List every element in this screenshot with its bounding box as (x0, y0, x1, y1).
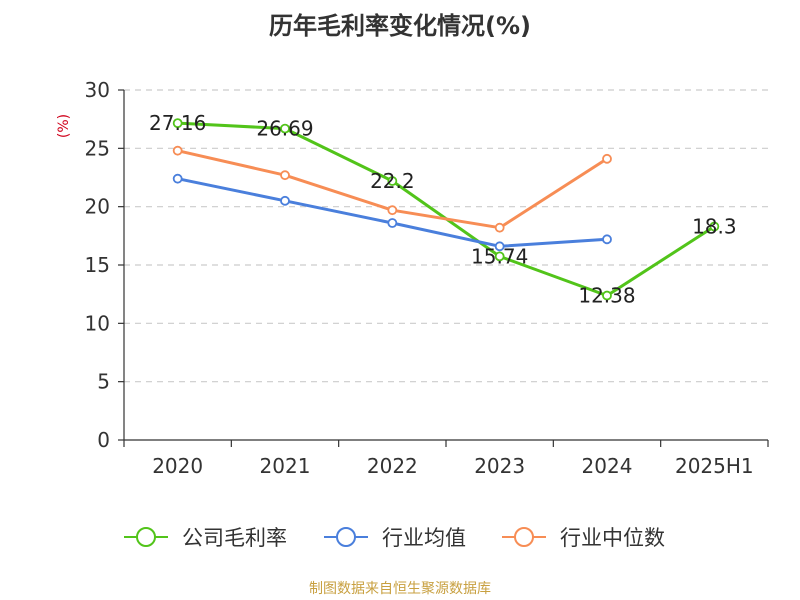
x-tick-label: 2021 (260, 454, 311, 478)
data-label: 22.2 (370, 169, 415, 193)
data-point (602, 290, 612, 301)
y-tick-label: 5 (97, 370, 110, 394)
chart-title: 历年毛利率变化情况(%) (269, 12, 531, 40)
data-point (172, 145, 183, 156)
y-tick-label: 30 (85, 78, 110, 102)
legend-label: 公司毛利率 (182, 526, 287, 550)
data-labels: 27.16 26.69 22.2 15.74 12.38 18.3 (149, 111, 737, 307)
data-point (602, 234, 612, 245)
data-point (602, 153, 612, 164)
legend-label: 行业中位数 (560, 526, 665, 550)
data-point (387, 218, 398, 228)
legend-marker (514, 527, 534, 547)
legend-marker (136, 527, 156, 547)
data-point (494, 251, 505, 262)
y-tick-label: 20 (85, 195, 110, 219)
data-point (494, 241, 505, 252)
series-line (177, 121, 716, 298)
y-tick-label: 0 (97, 428, 110, 452)
source-note: 制图数据来自恒生聚源数据库 (309, 581, 491, 597)
x-tick-label: 2022 (367, 454, 418, 478)
data-point (709, 221, 720, 232)
y-tick-label: 25 (85, 136, 110, 160)
data-point (387, 176, 398, 186)
axes: 0 5 10 15 20 25 30 2020 2021 2022 2023 2024 2025H1 (85, 78, 769, 478)
data-label: 15.74 (471, 244, 528, 268)
data-point (280, 123, 290, 134)
data-point (387, 205, 398, 216)
x-tick-label: 2020 (152, 454, 203, 478)
y-tick-label: 15 (85, 253, 110, 277)
data-label: 27.16 (149, 111, 206, 135)
grid-lines (124, 89, 768, 383)
data-point (280, 170, 290, 181)
series-lines (172, 118, 720, 301)
data-label: 26.69 (256, 117, 313, 141)
data-label: 18.3 (692, 215, 737, 239)
data-label: 12.38 (578, 284, 635, 308)
x-tick-label: 2023 (474, 454, 525, 478)
y-axis-unit: (%) (56, 114, 72, 138)
x-tick-label: 2025H1 (675, 454, 754, 478)
data-point (172, 173, 183, 184)
legend: 公司毛利率 行业均值 行业中位数 (124, 526, 665, 550)
data-point (494, 222, 505, 233)
legend-marker (336, 527, 356, 547)
data-point (280, 195, 290, 206)
x-tick-label: 2024 (582, 454, 633, 478)
y-tick-label: 10 (85, 311, 110, 335)
legend-label: 行业均值 (382, 526, 466, 550)
data-point (172, 118, 183, 129)
